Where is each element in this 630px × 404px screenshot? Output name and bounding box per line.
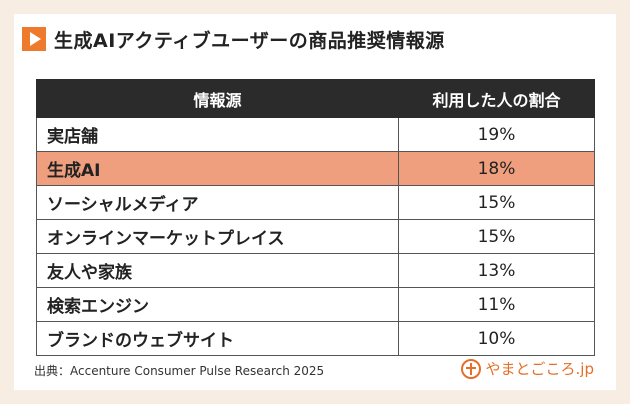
source-cell: 実店舗 <box>36 117 399 152</box>
source-cell: 検索エンジン <box>36 287 399 322</box>
table-row: ソーシャルメディア 15% <box>36 185 595 220</box>
share-cell: 15% <box>398 219 595 254</box>
table-row: 生成AI 18% <box>36 151 595 186</box>
source-cell: 生成AI <box>36 151 399 186</box>
share-cell: 19% <box>398 117 595 152</box>
share-cell: 11% <box>398 287 595 322</box>
site-logo: やまとごころ.jp <box>460 358 594 379</box>
column-header-source: 情報源 <box>36 79 399 118</box>
share-cell: 13% <box>398 253 595 288</box>
source-cell: 友人や家族 <box>36 253 399 288</box>
source-cell: ソーシャルメディア <box>36 185 399 220</box>
source-note: 出典：Accenture Consumer Pulse Research 202… <box>34 364 325 378</box>
logo-mark-icon <box>460 358 481 379</box>
play-icon <box>22 27 46 51</box>
table-row: 友人や家族 13% <box>36 253 595 288</box>
table-row: ブランドのウェブサイト 10% <box>36 321 595 356</box>
page-title: 生成AIアクティブユーザーの商品推奨情報源 <box>54 29 445 52</box>
share-cell: 10% <box>398 321 595 356</box>
table-row: 検索エンジン 11% <box>36 287 595 322</box>
logo-text: やまとごころ.jp <box>485 360 594 378</box>
table-row: オンラインマーケットプレイス 15% <box>36 219 595 254</box>
title-row: 生成AIアクティブユーザーの商品推奨情報源 <box>22 26 445 52</box>
info-source-table: 情報源 利用した人の割合 実店舗 19% 生成AI 18% ソーシャルメディア 15% オン… <box>36 79 595 356</box>
table-header-row: 情報源 利用した人の割合 <box>36 79 595 118</box>
share-cell: 15% <box>398 185 595 220</box>
share-cell: 18% <box>398 151 595 186</box>
column-header-share: 利用した人の割合 <box>398 79 595 118</box>
table-body: 実店舗 19% 生成AI 18% ソーシャルメディア 15% オンラインマーケットプレイス 1… <box>36 117 595 356</box>
source-cell: オンラインマーケットプレイス <box>36 219 399 254</box>
source-cell: ブランドのウェブサイト <box>36 321 399 356</box>
table-row: 実店舗 19% <box>36 117 595 152</box>
